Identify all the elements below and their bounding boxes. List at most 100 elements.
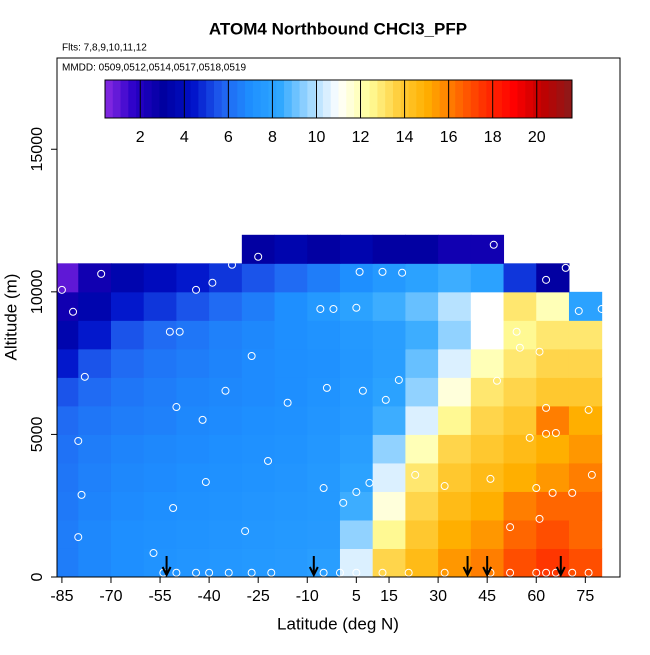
observation-point	[335, 568, 344, 577]
observation-point	[69, 307, 78, 316]
overlay: 2 4 6 8 10 12 14 16 18 20 -85 -70 -55 -40 -25 -10 5 15 30 4…	[29, 57, 621, 605]
heatmap-cell	[405, 377, 439, 407]
observation-point	[440, 568, 449, 577]
heatmap-cell	[536, 405, 570, 435]
heatmap-cell	[57, 348, 79, 378]
heatmap-cell	[143, 462, 177, 492]
observation-point	[264, 456, 273, 465]
heatmap-cell	[241, 434, 276, 464]
heatmap-cell	[438, 377, 472, 407]
colorbar-swatch	[299, 80, 308, 118]
heatmap-cell	[176, 462, 210, 492]
x-tick-label: 75	[576, 588, 594, 605]
observation-point	[515, 252, 524, 261]
observation-point	[411, 470, 420, 479]
heatmap-cell	[57, 491, 79, 521]
heatmap-cell	[57, 548, 79, 577]
observation-point	[224, 568, 233, 577]
x-tick-label: -70	[99, 588, 122, 605]
colorbar-tick-label: 20	[528, 129, 546, 146]
heatmap-cell	[176, 377, 210, 407]
arrow	[308, 556, 319, 578]
heatmap-cell	[405, 434, 439, 464]
heatmap-cell	[372, 462, 406, 492]
heatmap-cell	[536, 348, 570, 378]
observation-point	[352, 568, 361, 577]
y-tick-label: 10000	[29, 269, 46, 314]
x-tick-label: 5	[352, 588, 361, 605]
heatmap-cell	[241, 320, 276, 350]
observation-point	[532, 568, 541, 577]
colorbar-swatch	[338, 80, 347, 118]
heatmap-cell	[209, 434, 243, 464]
observation-point	[542, 429, 551, 438]
heatmap-cell	[438, 291, 472, 321]
observation-point	[201, 478, 210, 487]
heatmap-cell	[470, 291, 505, 321]
observation-point	[358, 386, 367, 395]
heatmap-cell	[241, 462, 276, 492]
arrow	[555, 556, 566, 578]
heatmap-cell	[274, 548, 308, 577]
colorbar-swatch	[190, 80, 199, 118]
observation-point	[525, 433, 534, 442]
observation-point	[169, 503, 178, 512]
heatmap-cell	[536, 263, 570, 293]
heatmap-cell	[568, 491, 603, 521]
heatmap-cell	[143, 434, 177, 464]
heatmap-cell	[110, 519, 145, 549]
heatmap-cell	[241, 548, 276, 577]
heatmap-cell	[503, 405, 537, 435]
x-tick-label: 60	[527, 588, 545, 605]
heatmap-cell	[143, 291, 177, 321]
observation-point	[97, 269, 106, 278]
heatmap-cell	[143, 348, 177, 378]
x-tick-label: -10	[296, 588, 319, 605]
heatmap-cell	[209, 519, 243, 549]
heatmap-cell	[241, 377, 276, 407]
heatmap-cell	[307, 491, 341, 521]
observation-point	[247, 351, 256, 360]
heatmap-cell	[372, 377, 406, 407]
heatmap-cell	[438, 320, 472, 350]
heatmap-cell	[57, 263, 79, 293]
observation-point	[535, 514, 544, 523]
heatmap-cell	[470, 377, 505, 407]
heatmap-cell	[110, 263, 145, 293]
heatmap-cell	[536, 291, 570, 321]
colorbar-frame	[104, 79, 573, 119]
heatmap-cell	[241, 491, 276, 521]
heatmap-cell	[536, 434, 570, 464]
observation-point	[535, 347, 544, 356]
heatmap-cell	[307, 434, 341, 464]
annotation: MMDD: 0509,0512,0514,0517,0518,0519	[62, 63, 246, 74]
x-tick-label: -40	[198, 588, 221, 605]
colorbar-swatch	[431, 80, 441, 118]
heatmap-cell	[372, 519, 406, 549]
heatmap-cell	[209, 462, 243, 492]
heatmap-cell	[568, 291, 603, 321]
observation-point	[355, 267, 364, 276]
heatmap-cell	[274, 491, 308, 521]
colorbar-swatch	[564, 80, 573, 118]
heatmap-cell	[438, 234, 472, 264]
colorbar-swatch	[408, 80, 417, 118]
heatmap-cell	[503, 434, 537, 464]
observation-point	[208, 278, 217, 287]
observation-point	[548, 488, 557, 497]
heatmap-cell	[57, 462, 79, 492]
observation-point	[587, 470, 596, 479]
heatmap-cell	[339, 519, 374, 549]
colorbar-swatch	[540, 80, 550, 118]
x-tick-label: 30	[429, 588, 447, 605]
heatmap-cell	[536, 519, 570, 549]
heatmap-cell	[438, 519, 472, 549]
colorbar-swatch	[206, 80, 215, 118]
colorbar-swatch	[517, 80, 526, 118]
observation-point	[74, 533, 83, 542]
y-tick-label: 0	[29, 572, 46, 581]
heatmap-cell	[274, 462, 308, 492]
heatmap-cell	[57, 291, 79, 321]
heatmap-cell	[110, 434, 145, 464]
heatmap-cell	[372, 263, 406, 293]
